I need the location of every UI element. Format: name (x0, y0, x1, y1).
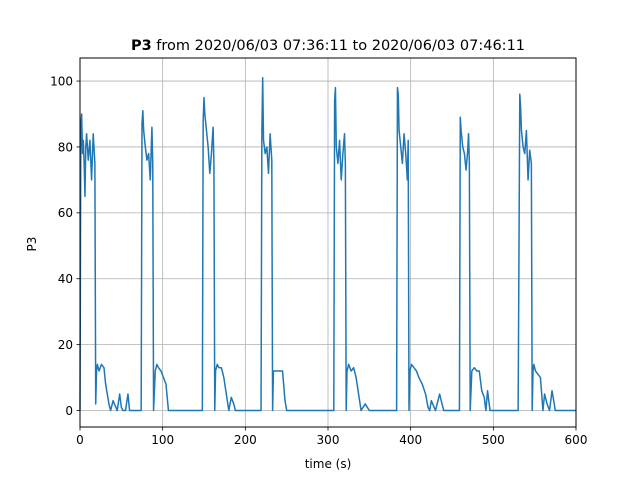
y-tick-label: 20 (58, 338, 73, 352)
x-tick-label: 500 (482, 433, 505, 447)
x-tick-label: 0 (76, 433, 84, 447)
y-tick-label: 40 (58, 272, 73, 286)
chart-title: P3 from 2020/06/03 07:36:11 to 2020/06/0… (131, 38, 525, 54)
x-tick-label: 300 (317, 433, 340, 447)
y-axis-ticks: 0 20 40 60 80 100 (50, 74, 80, 418)
y-tick-label: 80 (58, 140, 73, 154)
chart-title-bold: P3 (131, 38, 152, 54)
y-tick-label: 0 (65, 404, 73, 418)
x-tick-label: 600 (565, 433, 588, 447)
series-layer (79, 77, 576, 412)
y-axis-label: P3 (25, 237, 39, 252)
x-tick-label: 100 (151, 433, 174, 447)
x-axis-label: time (s) (305, 457, 352, 471)
y-tick-label: 60 (58, 206, 73, 220)
y-tick-label: 100 (50, 74, 73, 88)
series-line (79, 77, 576, 412)
x-tick-label: 200 (234, 433, 257, 447)
x-tick-label: 400 (399, 433, 422, 447)
grid-lines (79, 58, 577, 427)
chart-title-rest: from 2020/06/03 07:36:11 to 2020/06/03 0… (152, 38, 525, 54)
x-axis-ticks: 0 100 200 300 400 500 600 (76, 427, 587, 447)
